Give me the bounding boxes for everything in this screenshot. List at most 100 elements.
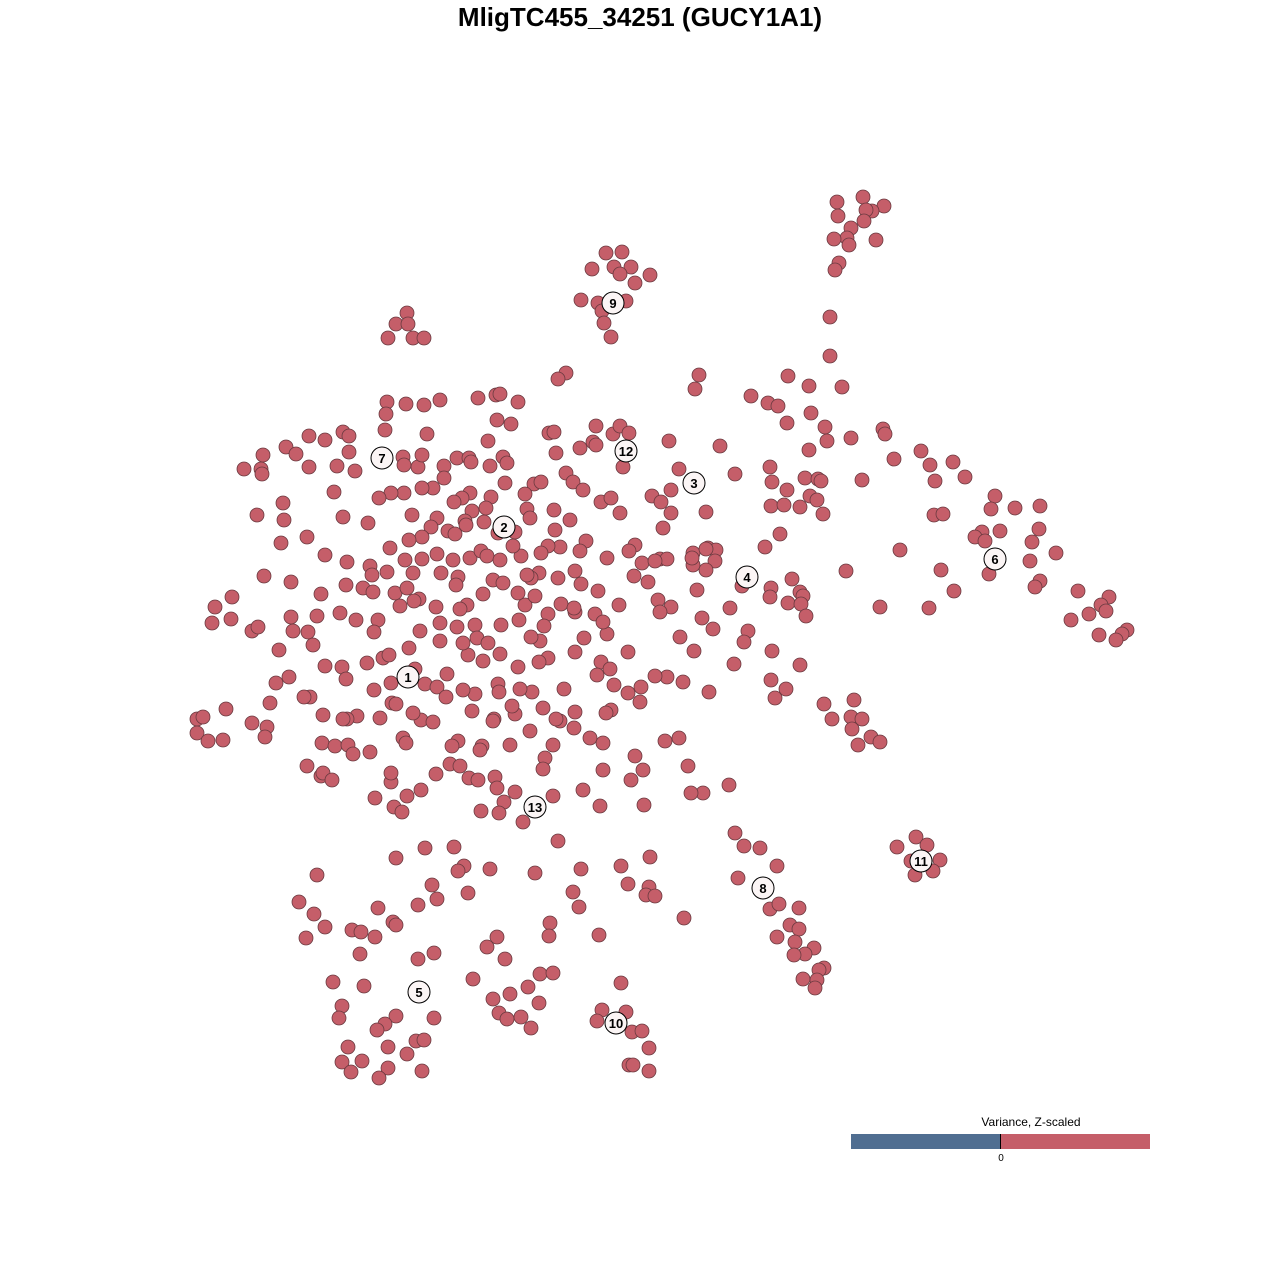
cluster-label-badge (370, 446, 394, 470)
data-point (405, 565, 421, 581)
data-point (404, 507, 420, 523)
cluster-label-badge (614, 439, 638, 463)
data-point (388, 1008, 404, 1024)
data-point (392, 598, 408, 614)
data-point (603, 490, 619, 506)
data-point (399, 580, 415, 596)
cluster-label-4: 4 (735, 565, 759, 589)
data-point (801, 442, 817, 458)
cluster-label-7: 7 (370, 446, 394, 470)
data-point (338, 577, 354, 593)
data-point (419, 426, 435, 442)
cluster-label-text: 12 (619, 444, 633, 459)
data-point (1007, 500, 1023, 516)
data-point (589, 1013, 605, 1029)
data-point (892, 542, 908, 558)
data-point (598, 705, 614, 721)
data-point (576, 630, 592, 646)
cluster-label-badge (983, 547, 1007, 571)
data-point (507, 784, 523, 800)
data-point (317, 547, 333, 563)
data-point (416, 397, 432, 413)
data-point (542, 915, 558, 931)
data-point (573, 292, 589, 308)
data-point (822, 309, 838, 325)
data-point (769, 858, 785, 874)
data-point (722, 600, 738, 616)
data-point (324, 772, 340, 788)
data-point (698, 562, 714, 578)
data-point (707, 553, 723, 569)
data-point (204, 615, 220, 631)
data-point (455, 682, 471, 698)
data-point (475, 653, 491, 669)
data-point (946, 583, 962, 599)
data-point (299, 758, 315, 774)
data-point (546, 502, 562, 518)
data-point (567, 644, 583, 660)
data-point (380, 1060, 396, 1076)
data-point (573, 861, 589, 877)
data-point (428, 599, 444, 615)
data-point (567, 563, 583, 579)
data-point (641, 1063, 657, 1079)
data-point (309, 867, 325, 883)
data-point (360, 515, 376, 531)
data-point (491, 805, 507, 821)
data-point (493, 617, 509, 633)
data-point (510, 659, 526, 675)
data-point (413, 782, 429, 798)
data-point (1024, 534, 1040, 550)
data-point (829, 194, 845, 210)
data-point (636, 797, 652, 813)
data-point (987, 488, 1003, 504)
data-point (527, 588, 543, 604)
data-point (527, 865, 543, 881)
data-point (394, 804, 410, 820)
data-point (426, 1010, 442, 1026)
data-point (424, 877, 440, 893)
data-point (306, 906, 322, 922)
data-point (957, 469, 973, 485)
data-point (371, 1070, 387, 1086)
data-point (370, 900, 386, 916)
data-point (515, 814, 531, 830)
data-point (446, 839, 462, 855)
cluster-label-2: 2 (492, 515, 516, 539)
data-point (378, 406, 394, 422)
data-point (743, 388, 759, 404)
data-point (620, 685, 636, 701)
data-point (784, 571, 800, 587)
data-point (562, 512, 578, 528)
data-point (671, 730, 687, 746)
data-point (462, 550, 478, 566)
data-point (627, 275, 643, 291)
data-point (341, 444, 357, 460)
data-point (983, 501, 999, 517)
data-point (388, 696, 404, 712)
data-point (359, 655, 375, 671)
data-point (809, 492, 825, 508)
cluster-label-text: 8 (759, 881, 766, 896)
data-point (642, 849, 658, 865)
legend-colorbar (851, 1134, 1150, 1149)
data-point (830, 208, 846, 224)
data-point (599, 550, 615, 566)
data-point (675, 674, 691, 690)
data-point (436, 470, 452, 486)
data-point (762, 589, 778, 605)
legend-zero-tick (1000, 1134, 1001, 1149)
data-point (366, 682, 382, 698)
data-point (856, 213, 872, 229)
data-point (522, 723, 538, 739)
data-point (339, 554, 355, 570)
data-point (611, 597, 627, 613)
data-point (613, 858, 629, 874)
data-point (612, 505, 628, 521)
data-point (523, 629, 539, 645)
data-point (519, 567, 535, 583)
data-point (632, 694, 648, 710)
data-point (399, 1046, 415, 1062)
data-point (285, 623, 301, 639)
data-point (495, 575, 511, 591)
